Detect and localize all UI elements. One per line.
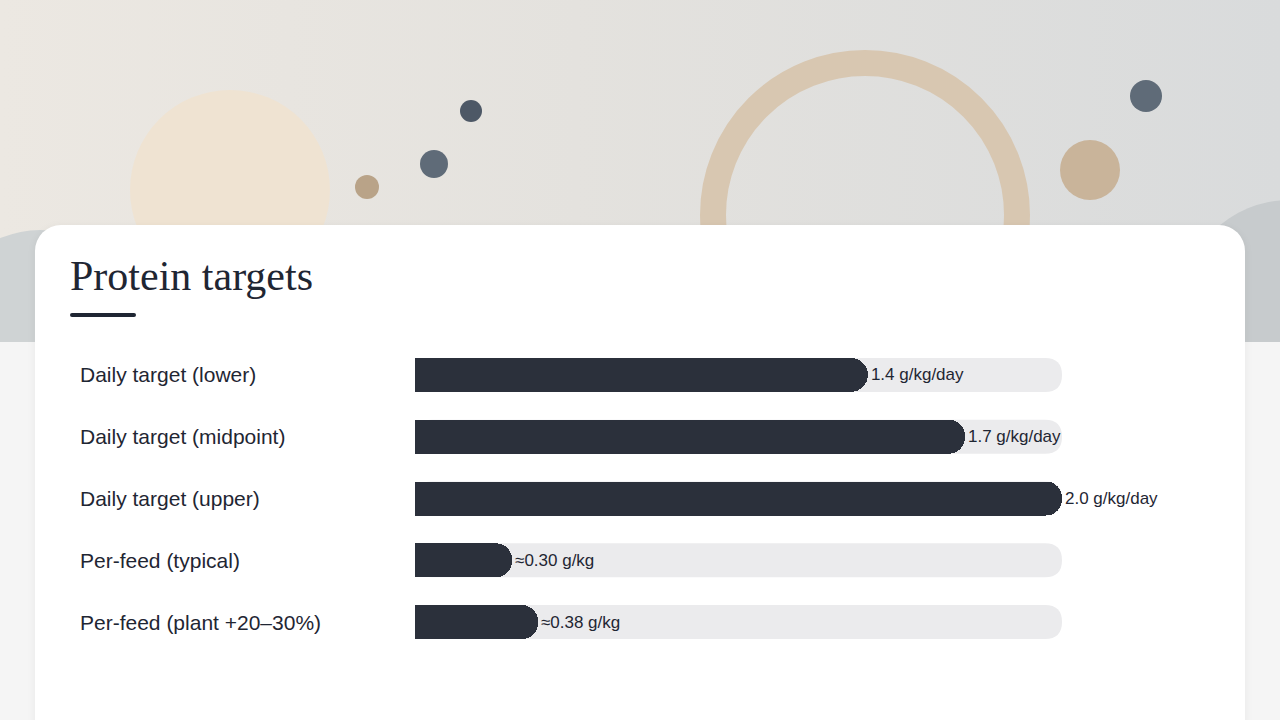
- svg-text:Protein targets: Protein targets: [70, 253, 313, 299]
- svg-text:Daily target (upper): Daily target (upper): [80, 487, 260, 510]
- svg-text:2.0 g/kg/day: 2.0 g/kg/day: [1065, 489, 1158, 508]
- svg-text:Daily target (midpoint): Daily target (midpoint): [80, 425, 285, 448]
- svg-text:Per-feed (typical): Per-feed (typical): [80, 549, 240, 572]
- svg-text:≈0.38 g/kg: ≈0.38 g/kg: [541, 613, 620, 632]
- svg-text:1.7 g/kg/day: 1.7 g/kg/day: [968, 427, 1061, 446]
- svg-text:Daily target (lower): Daily target (lower): [80, 363, 256, 386]
- svg-text:≈0.30 g/kg: ≈0.30 g/kg: [515, 551, 594, 570]
- svg-text:1.4 g/kg/day: 1.4 g/kg/day: [871, 365, 964, 384]
- svg-text:Per-feed (plant +20–30%): Per-feed (plant +20–30%): [80, 611, 321, 634]
